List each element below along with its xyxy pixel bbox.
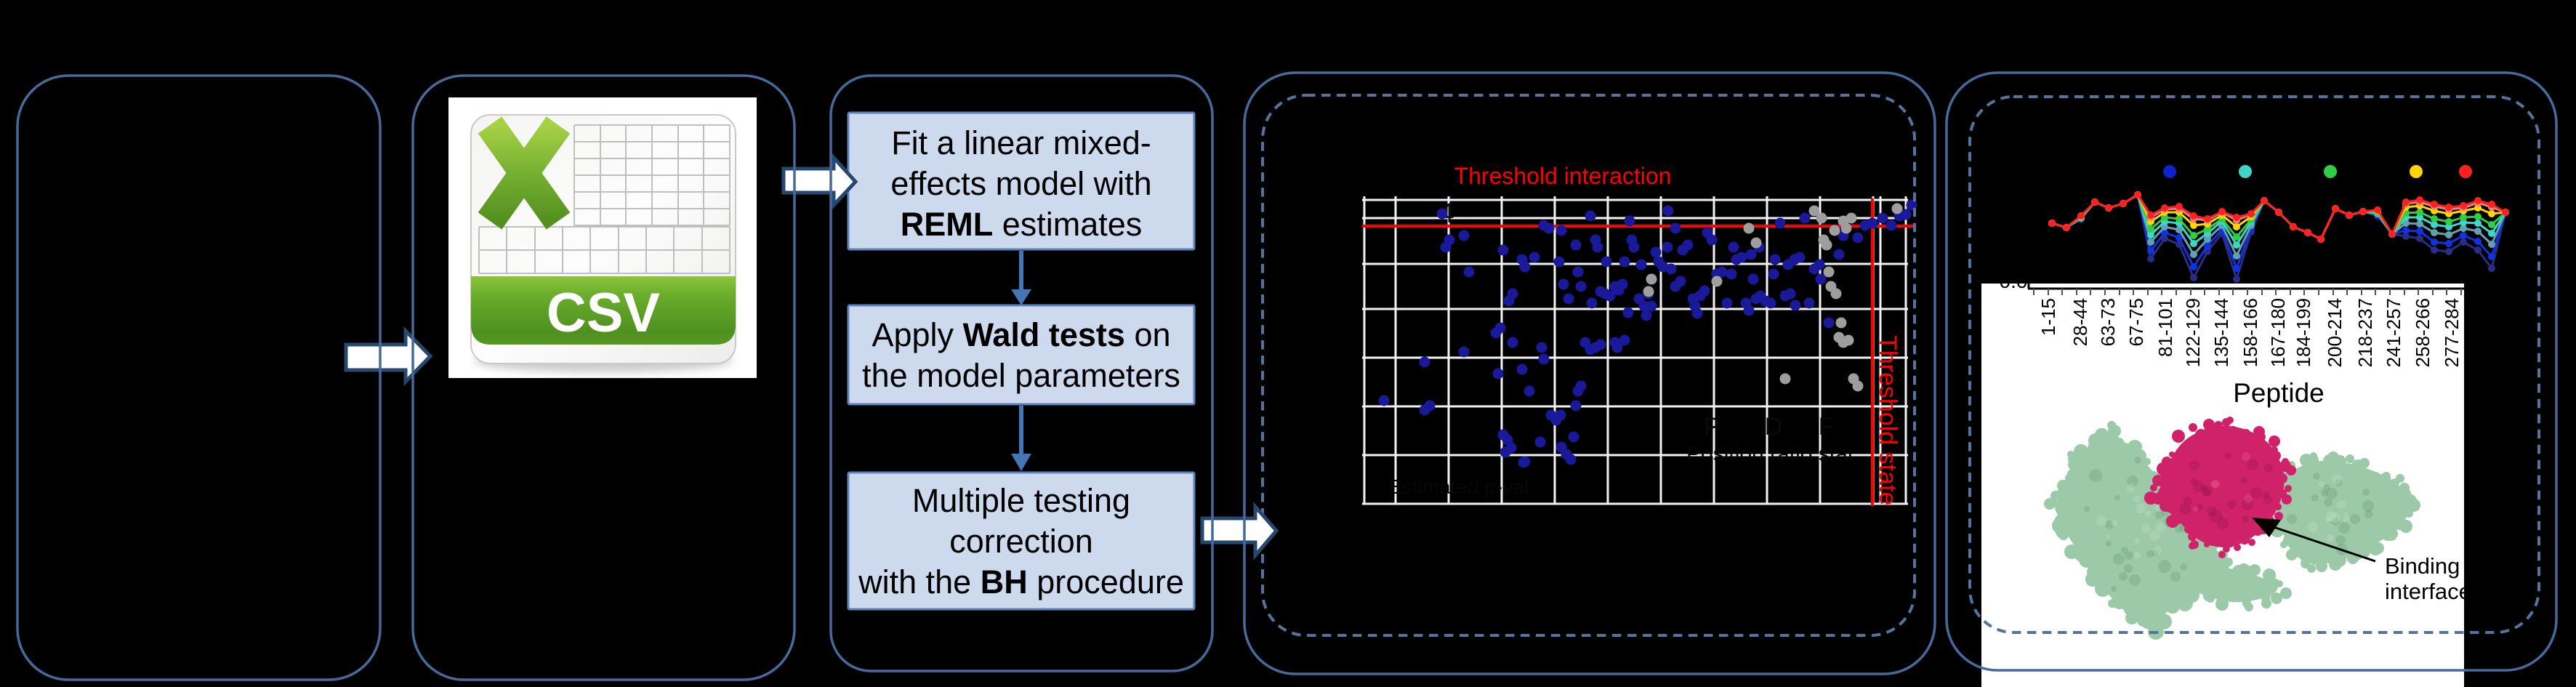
svg-text:258-266: 258-266 — [2412, 298, 2434, 367]
svg-text:81-101: 81-101 — [2154, 298, 2176, 357]
svg-text:correction: correction — [949, 523, 1093, 560]
svg-text:200-214: 200-214 — [2324, 298, 2346, 367]
svg-text:67-75: 67-75 — [2125, 298, 2147, 347]
svg-text:Binding: Binding — [2385, 553, 2460, 579]
svg-text:Estimated p-val: Estimated p-val — [1388, 475, 1529, 498]
svg-text:REML estimates: REML estimates — [901, 206, 1143, 243]
svg-text:218-237: 218-237 — [2354, 298, 2376, 367]
svg-text:Multiple testing: Multiple testing — [912, 482, 1130, 519]
svg-text:277-284: 277-284 — [2441, 298, 2463, 367]
svg-text:Position ratio stat: Position ratio stat — [1686, 442, 1854, 466]
svg-text:1-15: 1-15 — [2037, 298, 2059, 336]
svg-text:with the BH procedure: with the BH procedure — [858, 563, 1184, 600]
svg-text:D: D — [1765, 413, 1783, 441]
svg-text:effects model with: effects model with — [890, 165, 1151, 202]
svg-text:interface: interface — [2385, 579, 2471, 604]
svg-text:F: F — [1819, 413, 1834, 441]
svg-text:63-73: 63-73 — [2097, 298, 2119, 347]
svg-text:Threshold interaction: Threshold interaction — [1454, 163, 1672, 189]
svg-text:CSV: CSV — [547, 282, 661, 344]
svg-text:Peptide: Peptide — [2233, 378, 2325, 408]
svg-text:the model parameters: the model parameters — [862, 357, 1180, 394]
svg-text:0.0: 0.0 — [2000, 270, 2028, 292]
svg-text:158-166: 158-166 — [2239, 298, 2261, 367]
svg-text:Fit a linear mixed-: Fit a linear mixed- — [891, 124, 1151, 161]
svg-text:28-44: 28-44 — [2069, 298, 2091, 347]
svg-text:P: P — [1704, 413, 1720, 441]
svg-text:184-199: 184-199 — [2293, 298, 2314, 367]
svg-text:167-180: 167-180 — [2267, 298, 2289, 367]
svg-text:Apply Wald tests on: Apply Wald tests on — [872, 316, 1170, 353]
svg-text:241-257: 241-257 — [2383, 298, 2404, 367]
svg-text:122-129: 122-129 — [2182, 298, 2204, 367]
svg-text:Threshold state: Threshold state — [1874, 335, 1901, 505]
svg-text:135-144: 135-144 — [2210, 298, 2232, 367]
